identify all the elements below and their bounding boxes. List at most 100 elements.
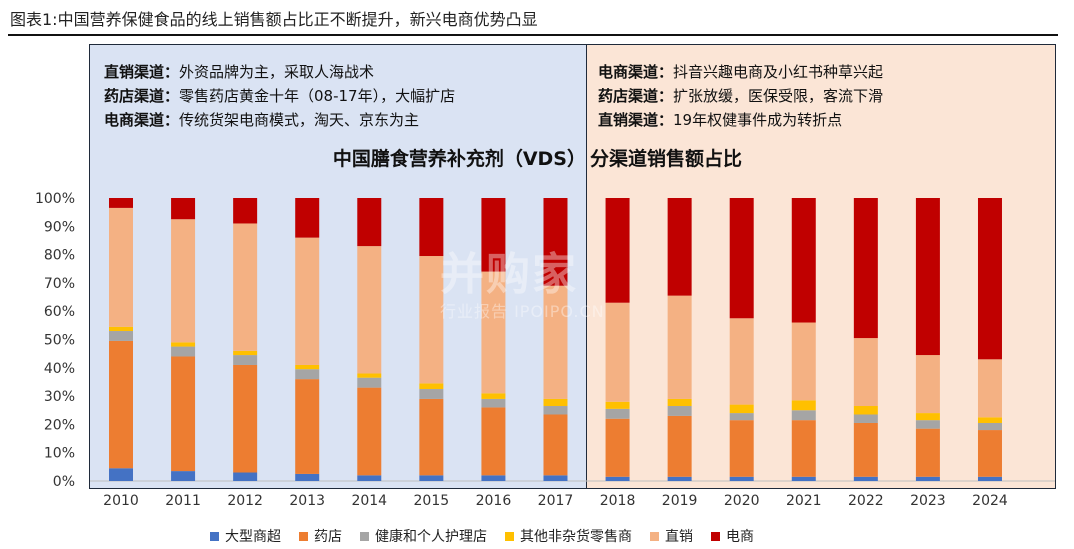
note-label: 电商渠道：: [104, 111, 180, 129]
bar-segment: [729, 413, 754, 421]
bar-segment: [791, 476, 816, 481]
legend-item: 直销: [650, 526, 693, 546]
bar-segment: [171, 342, 196, 347]
bar-segment: [729, 476, 754, 481]
bar-segment: [233, 223, 258, 351]
bar-segment: [357, 198, 382, 247]
left-note: 直销渠道：外资品牌为主，采取人海战术: [104, 60, 455, 84]
note-label: 电商渠道：: [598, 63, 674, 81]
bar-segment: [171, 346, 196, 357]
bar-segment: [419, 256, 444, 384]
x-tick-label: 2016: [476, 493, 512, 509]
bar-segment: [977, 359, 1002, 418]
x-tick-label: 2017: [538, 493, 574, 509]
y-tick-label: 60%: [44, 304, 75, 320]
bar-segment: [605, 198, 630, 303]
bar-segment: [481, 407, 506, 476]
bar-segment: [791, 420, 816, 477]
x-tick-label: 2019: [662, 493, 698, 509]
x-tick-label: 2011: [165, 493, 201, 509]
y-tick-label: 100%: [35, 191, 75, 207]
bar-segment: [419, 389, 444, 399]
bar-segment: [109, 198, 133, 208]
bar-segment: [853, 338, 878, 407]
bar-segment: [357, 246, 382, 374]
bar-segment: [605, 476, 630, 481]
x-tick-label: 2018: [600, 493, 636, 509]
legend-label: 大型商超: [225, 529, 281, 545]
bar-segment: [481, 271, 506, 394]
bar-segment: [357, 373, 382, 378]
bar-segment: [605, 401, 630, 409]
legend-swatch: [360, 531, 369, 541]
bar-segment: [481, 475, 506, 481]
bar-segment: [977, 422, 1002, 431]
bar-segment: [915, 355, 940, 414]
legend-item: 大型商超: [210, 526, 281, 546]
bar-segment: [667, 415, 692, 477]
bar-segment: [667, 295, 692, 399]
bar-segment: [295, 364, 320, 370]
bar-segment: [233, 364, 258, 473]
bar-segment: [481, 398, 506, 408]
bar-segment: [667, 406, 692, 416]
x-tick-label: 2020: [724, 493, 760, 509]
bar-segment: [853, 476, 878, 481]
figure-title: 图表1:中国营养保健食品的线上销售额占比正不断提升，新兴电商优势凸显: [10, 10, 538, 29]
bar-segment: [357, 387, 382, 476]
bar-segment: [729, 420, 754, 477]
right-note: 药店渠道：扩张放缓，医保受限，客流下滑: [598, 84, 883, 108]
bar-segment: [853, 198, 878, 339]
bar-segment: [791, 410, 816, 421]
legend-label: 直销: [665, 529, 693, 545]
bar-segment: [295, 379, 320, 474]
legend-item: 电商: [711, 526, 754, 546]
bar-segment: [729, 318, 754, 405]
x-tick-label: 2013: [289, 493, 325, 509]
y-tick-label: 50%: [44, 333, 75, 349]
legend-label: 其他非杂货零售商: [520, 529, 632, 545]
bar-segment: [729, 404, 754, 414]
bar-segment: [109, 331, 133, 341]
legend-swatch: [711, 531, 720, 541]
bar-segment: [233, 355, 258, 365]
left-note: 电商渠道：传统货架电商模式，淘天、京东为主: [104, 108, 455, 132]
bar-segment: [543, 475, 568, 481]
bar-segment: [729, 198, 754, 319]
bar-segment: [481, 393, 506, 399]
note-label: 药店渠道：: [104, 87, 180, 105]
x-tick-label: 2024: [972, 493, 1008, 509]
bar-segment: [419, 475, 444, 481]
chart-title-right: 分渠道销售额占比: [590, 148, 743, 170]
bar-segment: [791, 322, 816, 401]
bar-segment: [171, 471, 196, 481]
bar-segment: [791, 198, 816, 323]
bar-segment: [295, 369, 320, 380]
bar-segment: [543, 414, 568, 476]
bar-segment: [295, 198, 320, 238]
bar-segment: [171, 356, 196, 472]
y-tick-label: 20%: [44, 417, 75, 433]
x-tick-label: 2015: [414, 493, 450, 509]
bar-segment: [171, 198, 196, 220]
title-divider: [8, 34, 1058, 36]
bar-segment: [915, 198, 940, 356]
bar-segment: [791, 400, 816, 411]
bar-segment: [233, 350, 258, 356]
left-notes: 直销渠道：外资品牌为主，采取人海战术 药店渠道：零售药店黄金十年（08-17年）…: [104, 60, 455, 132]
bar-segment: [109, 340, 133, 469]
right-note: 电商渠道：抖音兴趣电商及小红书种草兴起: [598, 60, 883, 84]
y-tick-label: 70%: [44, 276, 75, 292]
bar-segment: [667, 398, 692, 407]
y-tick-label: 0%: [53, 474, 75, 490]
bar-segment: [419, 198, 444, 257]
bar-segment: [295, 473, 320, 481]
bar-segment: [357, 377, 382, 388]
legend-item: 健康和个人护理店: [360, 526, 487, 546]
chart-legend: 大型商超 药店 健康和个人护理店 其他非杂货零售商 直销 电商: [210, 526, 754, 546]
bar-segment: [915, 428, 940, 477]
legend-swatch: [650, 531, 659, 541]
left-note: 药店渠道：零售药店黄金十年（08-17年），大幅扩店: [104, 84, 455, 108]
y-tick-label: 90%: [44, 219, 75, 235]
